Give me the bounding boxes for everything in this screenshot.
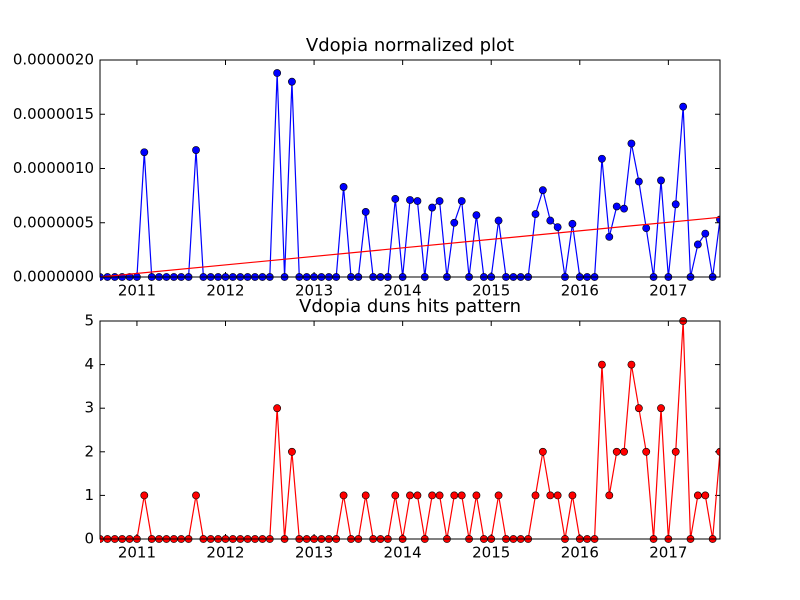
axes-frame: [99, 320, 721, 540]
marker: [391, 194, 400, 203]
marker: [605, 232, 614, 241]
marker: [546, 216, 555, 225]
x-tick-label: 2016: [561, 544, 599, 562]
marker: [598, 360, 606, 369]
marker: [450, 218, 459, 227]
y-tick-label: 0.0000000: [13, 268, 94, 286]
marker: [457, 491, 466, 500]
marker: [457, 197, 466, 205]
y-tick-label: 1: [84, 486, 94, 504]
marker: [693, 240, 702, 249]
marker: [612, 202, 621, 211]
y-tick-label: 2: [84, 442, 94, 460]
marker: [671, 200, 680, 209]
marker: [546, 491, 555, 500]
y-tick-label: 4: [84, 355, 94, 373]
marker: [472, 211, 481, 220]
marker: [413, 491, 422, 500]
x-tick-label: 2013: [295, 544, 333, 562]
marker: [701, 229, 710, 238]
y-tick-label: 3: [84, 399, 94, 417]
marker: [620, 447, 628, 456]
marker: [428, 203, 437, 212]
y-tick-label: 0.0000020: [13, 51, 94, 69]
marker: [634, 404, 643, 413]
marker: [671, 447, 680, 456]
marker: [598, 154, 606, 163]
x-tick-label: 2013: [295, 282, 333, 300]
x-tick-label: 2012: [206, 544, 244, 562]
marker: [627, 360, 636, 369]
x-tick-label: 2011: [118, 544, 156, 562]
marker: [273, 69, 282, 77]
marker: [701, 491, 710, 500]
marker: [494, 491, 503, 500]
marker: [339, 183, 348, 191]
marker: [435, 491, 444, 500]
marker: [553, 491, 562, 500]
x-tick-label: 2017: [649, 544, 687, 562]
x-tick-label: 2017: [649, 282, 687, 300]
marker: [642, 224, 651, 233]
marker: [627, 139, 636, 148]
y-tick-label: 0: [84, 530, 94, 548]
marker: [568, 219, 577, 228]
chart-title: Vdopia normalized plot: [306, 35, 514, 56]
marker: [657, 176, 665, 185]
marker: [494, 216, 503, 225]
marker: [288, 77, 296, 86]
chart-title: Vdopia duns hits pattern: [299, 296, 521, 317]
y-tick-label: 0.0000005: [13, 213, 94, 231]
marker: [435, 197, 444, 205]
y-tick-label: 0.0000015: [13, 105, 94, 123]
marker: [568, 491, 577, 500]
marker: [140, 491, 149, 500]
marker: [553, 223, 562, 231]
y-tick-label: 5: [84, 312, 94, 330]
x-tick-label: 2016: [561, 282, 599, 300]
x-tick-label: 2014: [384, 282, 422, 300]
marker: [450, 491, 459, 500]
x-tick-label: 2015: [472, 282, 510, 300]
marker: [634, 177, 643, 186]
marker: [693, 491, 702, 500]
marker: [361, 491, 370, 500]
marker: [679, 102, 688, 111]
axes-frame: [99, 59, 721, 278]
series-line: [100, 216, 720, 278]
marker: [620, 204, 628, 213]
marker: [413, 197, 422, 205]
marker: [192, 491, 200, 500]
marker: [288, 447, 296, 456]
marker: [642, 447, 651, 456]
x-tick-label: 2012: [206, 282, 244, 300]
x-tick-label: 2015: [472, 544, 510, 562]
marker: [273, 404, 282, 413]
marker: [538, 447, 547, 456]
marker: [339, 491, 348, 500]
x-tick-label: 2011: [118, 282, 156, 300]
marker: [406, 196, 414, 204]
marker: [140, 148, 149, 157]
marker: [538, 186, 547, 195]
marker: [406, 491, 414, 500]
marker: [361, 207, 370, 216]
marker: [391, 491, 400, 500]
marker: [531, 491, 540, 500]
marker: [716, 447, 720, 456]
marker: [657, 404, 665, 413]
y-tick-label: 0.0000010: [13, 159, 94, 177]
x-tick-label: 2014: [384, 544, 422, 562]
marker: [472, 491, 481, 500]
marker: [428, 491, 437, 500]
marker: [531, 210, 540, 218]
marker: [612, 447, 621, 456]
marker: [605, 491, 614, 500]
marker: [192, 146, 200, 154]
